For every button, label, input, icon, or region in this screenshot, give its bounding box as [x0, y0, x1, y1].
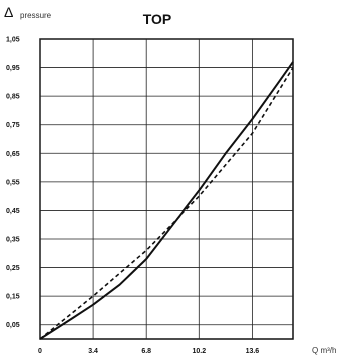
- y-axis-symbol: Δ: [4, 4, 13, 20]
- series-lines: [39, 61, 294, 340]
- y-tick-label: 0,45: [6, 208, 20, 215]
- y-tick-labels: 0,05 0,15 0,25 0,35 0,45 0,55 0,65 0,75 0,85 0,95…: [6, 37, 20, 330]
- y-tick-label: 0,95: [6, 65, 20, 72]
- y-tick-label: 0,35: [6, 237, 20, 244]
- y-tick-label: 1,05: [6, 37, 20, 44]
- grid-lines: [39, 38, 293, 339]
- chart-title: TOP: [143, 11, 172, 27]
- y-tick-label: 0,55: [6, 179, 20, 186]
- y-tick-label: 0,65: [6, 151, 20, 158]
- x-tick-labels: 0 3.4 6.8 10.2 13.6: [38, 348, 259, 355]
- y-tick-label: 0,85: [6, 94, 20, 101]
- x-tick-label: 0: [38, 348, 42, 355]
- plot-area: [39, 38, 294, 340]
- x-tick-label: 10.2: [192, 348, 206, 355]
- series-line-dashed: [39, 67, 294, 340]
- x-tick-label: 13.6: [246, 348, 260, 355]
- series-line-solid: [39, 61, 294, 340]
- y-tick-label: 0,25: [6, 265, 20, 272]
- y-tick-label: 0,75: [6, 122, 20, 129]
- x-tick-label: 3.4: [88, 348, 98, 355]
- x-axis-label: Q m³/h: [312, 346, 336, 355]
- y-tick-label: 0,15: [6, 294, 20, 301]
- y-tick-label: 0,05: [6, 322, 20, 329]
- x-tick-label: 6.8: [141, 348, 151, 355]
- y-axis-label: pressure: [20, 11, 52, 20]
